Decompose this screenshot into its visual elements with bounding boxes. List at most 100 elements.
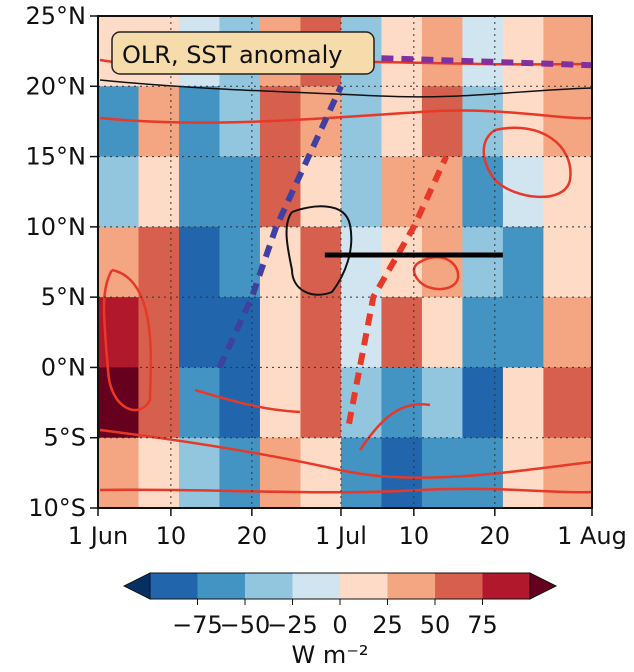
heatmap-cell [462, 16, 504, 87]
sst-contour [99, 109, 593, 124]
colorbar-label: W m⁻² [291, 641, 368, 669]
colorbar-tick-label: −25 [267, 611, 318, 639]
heatmap-cell [98, 156, 139, 228]
zero-contour [285, 205, 353, 296]
y-tick-label: 10°N [26, 213, 87, 241]
heatmap-cell [300, 156, 342, 228]
colorbar-tick-label: 50 [420, 611, 451, 639]
heatmap-cell [300, 367, 342, 439]
sst-contour [99, 428, 593, 479]
heatmap-cell [219, 297, 261, 368]
overlay-tracks [216, 55, 593, 425]
y-tick-label: 25°N [26, 2, 87, 30]
y-axis-ticks: 25°N 20°N 15°N 10°N 5°N 0°N 5°S 10°S [26, 2, 98, 522]
heatmap-cell [178, 297, 220, 368]
heatmap-cell [300, 297, 342, 368]
colorbar-extend-high [529, 572, 558, 600]
heatmap-cell [543, 437, 593, 509]
heatmap-cell [421, 297, 463, 368]
heatmap-cell [543, 297, 593, 368]
heatmap-cell [178, 156, 220, 228]
heatmap-cell [462, 156, 504, 228]
overlay-track [381, 55, 593, 69]
heatmap-cell [502, 297, 544, 368]
heatmap-cell [340, 156, 382, 228]
heatmap-cell [462, 297, 504, 368]
heatmap-cell [421, 16, 463, 87]
heatmap-cell [340, 86, 382, 158]
heatmap-cell [543, 86, 593, 158]
x-tick-label: 20 [480, 522, 511, 550]
heatmap-cell [543, 226, 593, 298]
heatmap-cell [98, 437, 139, 509]
heatmap-cell [178, 437, 220, 509]
colorbar-extend-low [122, 572, 151, 600]
heatmap-cell [502, 156, 544, 228]
heatmap-cell [502, 16, 544, 87]
heatmap-cell [219, 156, 261, 228]
colorbar-tick-label: 0 [332, 611, 347, 639]
sst-contour [412, 255, 460, 291]
colorbar-tick-label: −50 [220, 611, 271, 639]
heatmap-cell [138, 437, 180, 509]
heatmap-cell [259, 367, 301, 439]
heatmap-cell [98, 226, 139, 298]
heatmap-cell [340, 367, 382, 439]
annotation-box: OLR, SST anomaly [111, 31, 375, 75]
heatmap-cell [543, 16, 593, 87]
sst-contour [102, 268, 153, 412]
x-tick-label: 1 Aug [557, 522, 627, 550]
plot-frame [97, 15, 593, 509]
y-tick-label: 5°S [43, 424, 86, 452]
colorbar-swatch [245, 573, 293, 599]
heatmap-cell [502, 437, 544, 509]
heatmap-cell [421, 437, 463, 509]
heatmap-cell [138, 367, 180, 439]
colorbar-tick-label: −75 [172, 611, 223, 639]
colorbar-swatch [150, 573, 198, 599]
colorbar: −75−50−25 0 25 50 75 [122, 572, 558, 639]
x-tick-label: 10 [156, 522, 187, 550]
heatmap-cell [178, 367, 220, 439]
heatmap-cell [381, 367, 423, 439]
colorbar-swatch [435, 573, 483, 599]
y-tick-label: 15°N [26, 143, 87, 171]
overlay-track [346, 155, 449, 425]
heatmap-cell [300, 86, 342, 158]
colorbar-tick-label: 75 [467, 611, 498, 639]
heatmap-cell [543, 367, 593, 439]
heatmap-cell [462, 226, 504, 298]
heatmap-cell [502, 226, 544, 298]
sst-contour [194, 388, 301, 414]
x-axis-ticks: 1 Jun 10 20 1 Jul 10 20 1 Aug [68, 508, 627, 550]
heatmap-cell [300, 437, 342, 509]
heatmap-cell [259, 297, 301, 368]
heatmap-cell [138, 156, 180, 228]
heatmap-cell [259, 226, 301, 298]
x-tick-label: 1 Jul [315, 522, 367, 550]
heatmap-cell [300, 226, 342, 298]
colorbar-swatch [197, 573, 246, 599]
heatmap-cell [381, 437, 423, 509]
heatmap-cells [98, 16, 593, 509]
sst-contour [99, 487, 593, 494]
sst-contour [482, 126, 572, 199]
y-tick-label: 5°N [41, 283, 86, 311]
overlay-track [216, 85, 344, 369]
heatmap-cell [421, 226, 463, 298]
heatmap-cell [381, 297, 423, 368]
heatmap-cell [421, 86, 463, 158]
colorbar-swatch [482, 573, 531, 599]
y-tick-label: 20°N [26, 72, 87, 100]
heatmap-cell [502, 367, 544, 439]
y-tick-label: 10°S [28, 494, 86, 522]
x-tick-label: 20 [237, 522, 268, 550]
heatmap-cell [381, 156, 423, 228]
heatmap-cell [462, 367, 504, 439]
colorbar-swatch [387, 573, 436, 599]
heatmap-cell [259, 437, 301, 509]
y-tick-label: 0°N [41, 353, 86, 381]
heatmap-cell [138, 226, 180, 298]
heatmap-cell [178, 226, 220, 298]
